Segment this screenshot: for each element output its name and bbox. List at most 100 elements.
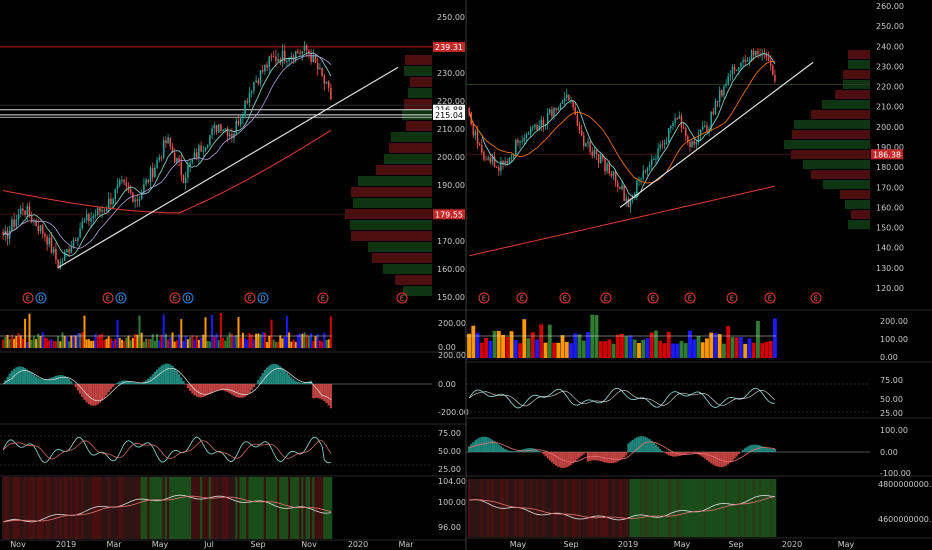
- candle-body[interactable]: [264, 64, 266, 72]
- candle-body[interactable]: [138, 199, 141, 201]
- candle-body[interactable]: [682, 127, 685, 129]
- candle-body[interactable]: [242, 115, 244, 119]
- candle-body[interactable]: [39, 225, 42, 232]
- candle-body[interactable]: [162, 140, 165, 158]
- candle-body[interactable]: [85, 214, 88, 221]
- candle-body[interactable]: [729, 74, 732, 77]
- candle-body[interactable]: [228, 134, 231, 137]
- candle-body[interactable]: [506, 161, 509, 164]
- candle-body[interactable]: [650, 159, 653, 165]
- candle-body[interactable]: [468, 108, 470, 113]
- candle-body[interactable]: [118, 180, 121, 185]
- candle-body[interactable]: [255, 80, 257, 83]
- candle-body[interactable]: [591, 151, 594, 156]
- left-rsi-pane[interactable]: 75.00 50.00 25.00: [0, 429, 461, 474]
- candle-body[interactable]: [303, 45, 306, 52]
- candle-body[interactable]: [187, 165, 189, 178]
- right-bottom-pane[interactable]: 4800000000.00 4600000000.00: [468, 479, 932, 537]
- earnings-event-icon[interactable]: [396, 292, 408, 304]
- candle-body[interactable]: [81, 221, 84, 229]
- candle-body[interactable]: [614, 171, 617, 183]
- candle-body[interactable]: [610, 173, 613, 177]
- candle-body[interactable]: [77, 237, 79, 242]
- right-chart[interactable]: 200.00 100.00 0.00 75.00 50.00 25.00 100.00 0…: [466, 2, 932, 549]
- candle-body[interactable]: [279, 59, 282, 63]
- left-price-pane[interactable]: [0, 41, 466, 541]
- dividend-event-icon[interactable]: [35, 292, 47, 304]
- candle-body[interactable]: [659, 144, 661, 149]
- earnings-event-icon[interactable]: [516, 292, 528, 304]
- candle-body[interactable]: [695, 142, 698, 145]
- candle-body[interactable]: [757, 50, 759, 54]
- candle-body[interactable]: [114, 189, 117, 200]
- candle-body[interactable]: [28, 206, 31, 217]
- candle-body[interactable]: [538, 125, 540, 131]
- candle-body[interactable]: [540, 119, 543, 126]
- candle-body[interactable]: [96, 207, 99, 216]
- left-chart[interactable]: 200.000.00 200.000.00-200.00 75.0050.002…: [0, 13, 469, 549]
- candle-body[interactable]: [261, 70, 264, 72]
- candle-body[interactable]: [70, 247, 73, 253]
- candle-body[interactable]: [48, 237, 51, 245]
- candle-body[interactable]: [2, 232, 4, 235]
- candle-body[interactable]: [699, 129, 702, 136]
- candle-body[interactable]: [213, 125, 216, 129]
- candle-body[interactable]: [725, 83, 727, 86]
- candle-body[interactable]: [534, 124, 536, 128]
- candle-body[interactable]: [266, 64, 268, 68]
- candle-body[interactable]: [697, 135, 700, 143]
- candle-body[interactable]: [105, 208, 108, 212]
- candle-body[interactable]: [642, 170, 644, 179]
- candle-body[interactable]: [281, 50, 284, 63]
- earnings-event-icon[interactable]: [478, 292, 490, 304]
- right-volume-pane[interactable]: 200.00 100.00 0.00: [466, 314, 908, 362]
- candle-body[interactable]: [661, 144, 664, 146]
- candle-body[interactable]: [744, 59, 746, 62]
- candle-body[interactable]: [94, 215, 97, 217]
- candle-body[interactable]: [294, 51, 297, 60]
- candle-body[interactable]: [235, 120, 238, 134]
- candle-body[interactable]: [59, 262, 62, 269]
- candle-body[interactable]: [536, 124, 538, 131]
- candle-body[interactable]: [612, 171, 615, 177]
- candle-body[interactable]: [727, 76, 729, 84]
- candle-body[interactable]: [37, 226, 40, 232]
- candle-body[interactable]: [491, 156, 494, 163]
- candle-body[interactable]: [676, 118, 678, 120]
- right-macd-pane[interactable]: 100.00 0.00 -100.00: [466, 426, 911, 478]
- candle-body[interactable]: [485, 159, 487, 161]
- candle-body[interactable]: [22, 208, 24, 211]
- candle-body[interactable]: [244, 100, 246, 116]
- left-volume-pane[interactable]: 200.00 0.00: [0, 312, 466, 352]
- candle-body[interactable]: [191, 159, 194, 163]
- candle-body[interactable]: [270, 56, 273, 58]
- candle-body[interactable]: [74, 240, 77, 242]
- candle-body[interactable]: [290, 56, 293, 59]
- candle-body[interactable]: [272, 56, 275, 58]
- candle-body[interactable]: [733, 66, 736, 71]
- candle-body[interactable]: [742, 59, 744, 63]
- candle-body[interactable]: [578, 125, 581, 131]
- right-time-axis[interactable]: May Sep 2019 May Sep 2020 May: [510, 540, 855, 549]
- candle-body[interactable]: [220, 124, 222, 131]
- earnings-event-icon[interactable]: [600, 292, 612, 304]
- candle-body[interactable]: [689, 141, 691, 148]
- candle-body[interactable]: [687, 136, 689, 142]
- dividend-event-icon[interactable]: [115, 292, 127, 304]
- candle-body[interactable]: [595, 150, 598, 154]
- candle-body[interactable]: [321, 67, 323, 76]
- candle-body[interactable]: [710, 111, 712, 129]
- trendline[interactable]: [619, 61, 814, 208]
- candle-body[interactable]: [657, 148, 659, 159]
- candle-body[interactable]: [233, 133, 235, 138]
- left-macd-pane[interactable]: 200.00 0.00 -200.00: [0, 351, 469, 417]
- candle-body[interactable]: [636, 180, 638, 195]
- candle-body[interactable]: [523, 137, 526, 142]
- candle-body[interactable]: [248, 92, 251, 103]
- candle-body[interactable]: [308, 50, 310, 54]
- candle-body[interactable]: [231, 134, 233, 138]
- candle-body[interactable]: [755, 50, 757, 56]
- candle-body[interactable]: [250, 91, 253, 93]
- candle-body[interactable]: [525, 134, 528, 138]
- candle-body[interactable]: [286, 60, 288, 62]
